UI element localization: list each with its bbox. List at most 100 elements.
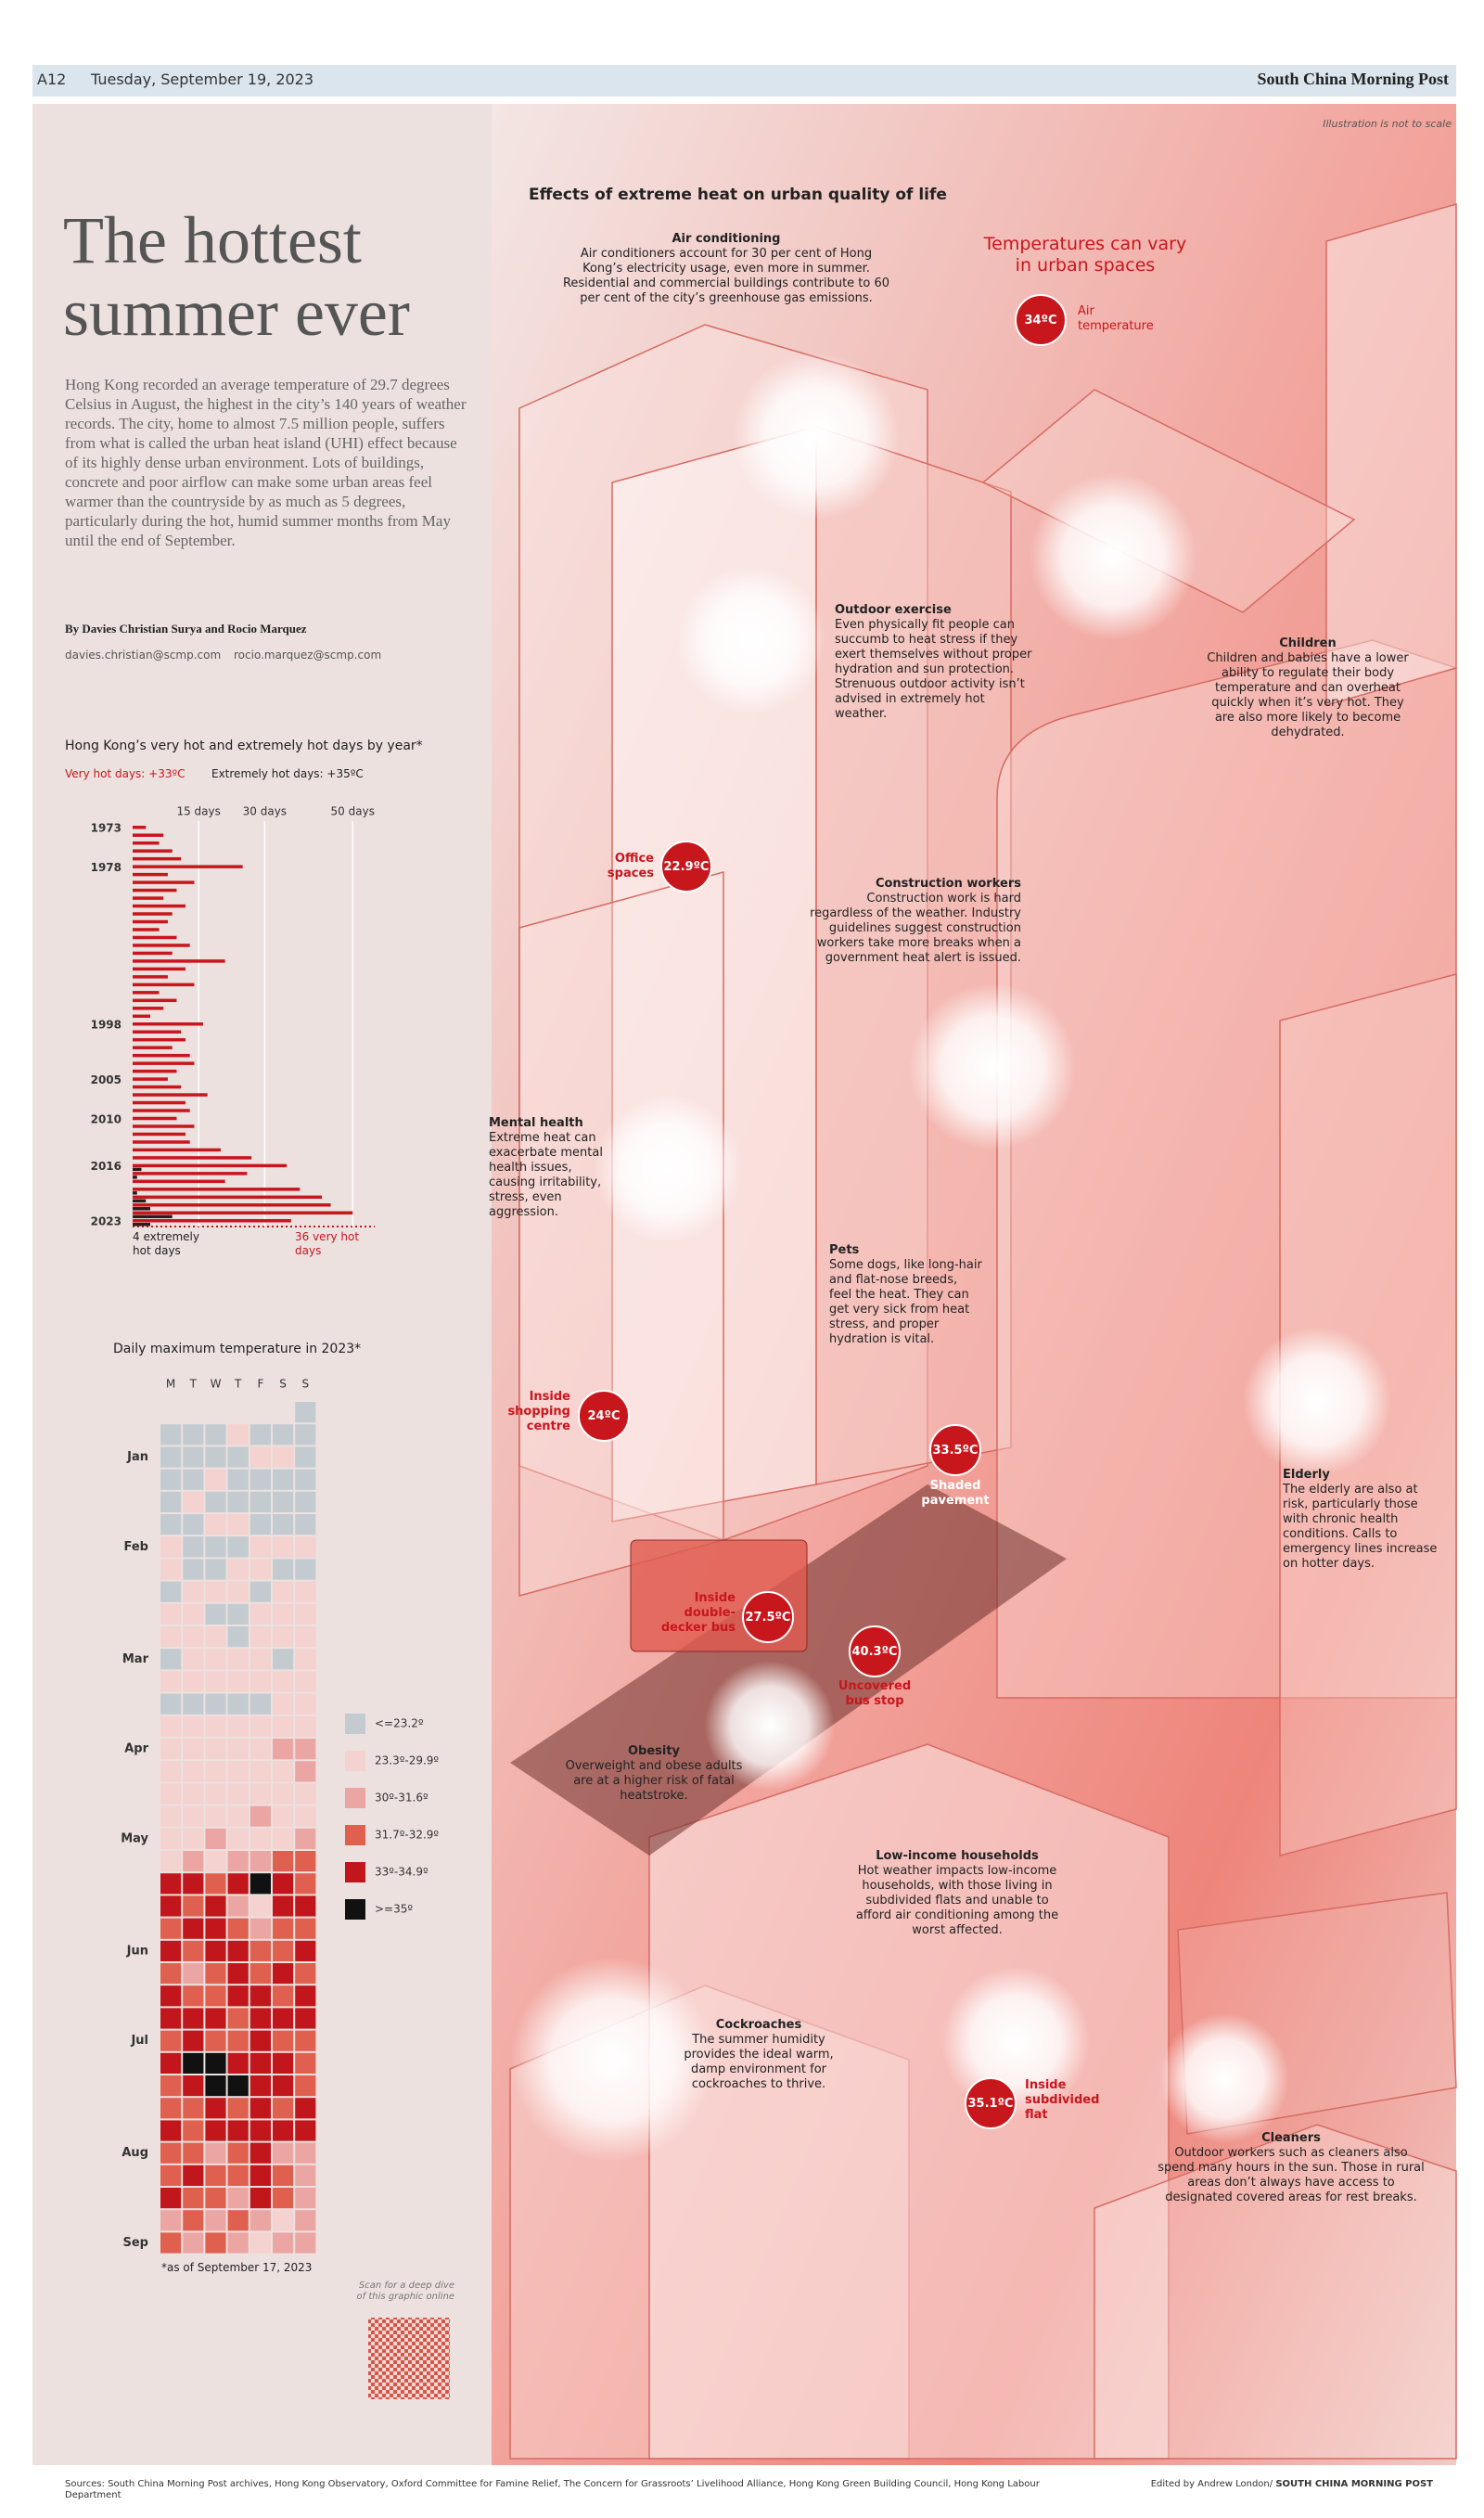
day-cell	[205, 1581, 226, 1602]
day-cell	[295, 1895, 316, 1917]
day-cell	[160, 1873, 182, 1895]
annotation: Mental health Extreme heat can exacerbate…	[489, 1116, 619, 1220]
day-cell	[295, 1402, 316, 1423]
day-cell	[227, 1603, 249, 1625]
day-cell	[295, 1424, 316, 1445]
day-cell	[295, 1671, 316, 1692]
day-cell	[183, 1895, 204, 1917]
legend-label: 33º-34.9º	[375, 1866, 429, 1879]
day-cell	[295, 2165, 316, 2186]
day-cell	[183, 2210, 204, 2231]
day-cell	[160, 1536, 182, 1558]
day-cell	[160, 1985, 182, 2007]
annotation-title: Outdoor exercise	[835, 603, 952, 617]
row-label: Apr	[124, 1742, 148, 1756]
day-cell	[227, 1626, 249, 1648]
day-cell	[227, 1739, 249, 1760]
day-cell	[273, 1424, 294, 1445]
day-cell	[249, 1514, 271, 1535]
day-cell	[295, 1491, 316, 1512]
glow	[594, 1095, 742, 1243]
day-cell	[160, 1828, 182, 1849]
day-cell	[295, 1761, 316, 1782]
bar	[133, 959, 225, 963]
legend-label: 31.7º-32.9º	[375, 1829, 439, 1842]
day-cell	[160, 1895, 182, 1917]
legend-entry: Extremely hot days: +35ºC	[211, 767, 364, 780]
bar	[133, 841, 160, 845]
bar	[133, 983, 195, 987]
bar	[133, 865, 243, 868]
day-cell	[205, 1514, 226, 1535]
day-cell	[295, 1715, 316, 1737]
day-cell	[295, 1918, 316, 1939]
day-cell	[205, 1985, 226, 2007]
day-cell	[273, 1649, 294, 1670]
day-cell	[295, 2075, 316, 2097]
day-cell	[227, 1828, 249, 1849]
day-cell	[273, 1805, 294, 1827]
legend-swatch	[345, 1788, 365, 1808]
day-cell	[227, 1514, 249, 1535]
qr-caption: Scan for a deep dive of this graphic onl…	[356, 2280, 454, 2302]
bar	[133, 1077, 168, 1081]
day-cell	[249, 1828, 271, 1849]
annotation-text: Overweight and obese adults are at a hig…	[565, 1759, 743, 1803]
annotation-title: Cockroaches	[715, 2018, 802, 2032]
day-cell	[205, 2142, 226, 2164]
day-cell	[227, 1940, 249, 1961]
day-cell	[273, 2030, 294, 2051]
bar	[133, 1140, 190, 1144]
day-cell	[205, 1671, 226, 1692]
column-label: S	[279, 1378, 287, 1391]
day-cell	[183, 1873, 204, 1895]
glow	[909, 983, 1076, 1150]
day-cell	[183, 1536, 204, 1558]
temperature-heading: Temperatures can vary in urban spaces	[983, 234, 1187, 276]
annotation-title: Air conditioning	[672, 232, 781, 246]
bar	[133, 928, 160, 931]
day-cell	[227, 1985, 249, 2007]
annotation: Elderly The elderly are also at risk, par…	[1283, 1468, 1445, 1572]
building	[1325, 203, 1457, 706]
day-cell	[227, 2120, 249, 2141]
bar	[133, 826, 147, 829]
callout-label: Air temperature	[1078, 304, 1154, 333]
annotation-text: Outdoor workers such as cleaners also sp…	[1158, 2146, 1425, 2204]
day-cell	[227, 1873, 249, 1895]
annotation-text: Extreme heat can exacerbate mental healt…	[489, 1131, 603, 1219]
day-cell	[205, 1963, 226, 1985]
bar	[133, 880, 195, 884]
illustration-title: Effects of extreme heat on urban quality…	[529, 186, 947, 204]
day-cell	[249, 1873, 271, 1895]
tower-side	[815, 425, 1012, 1485]
annotation-title: Children	[1279, 636, 1337, 650]
glow	[733, 353, 900, 520]
publisher: SOUTH CHINA MORNING POST	[1275, 2479, 1433, 2489]
bar	[133, 888, 177, 893]
day-cell	[183, 1828, 204, 1849]
day-cell	[183, 1805, 204, 1827]
day-cell	[183, 2030, 204, 2051]
bar	[133, 1203, 331, 1207]
legend-label: >=35º	[375, 1903, 413, 1916]
day-cell	[273, 2210, 294, 2231]
y-tick-label: 2010	[91, 1112, 122, 1125]
day-cell	[160, 1424, 182, 1445]
day-cell	[273, 1715, 294, 1737]
day-cell	[273, 2075, 294, 2097]
day-cell	[183, 1693, 204, 1715]
bar	[133, 967, 186, 971]
day-cell	[160, 1918, 182, 1939]
day-cell	[273, 1828, 294, 1849]
bar	[133, 1219, 291, 1223]
day-cell	[160, 1469, 182, 1490]
day-cell	[205, 2120, 226, 2141]
bar	[133, 944, 190, 947]
day-cell	[295, 1559, 316, 1580]
day-cell	[227, 2098, 249, 2119]
legend-label: <=23.2º	[375, 1717, 424, 1730]
day-cell	[295, 1851, 316, 1872]
glow	[677, 566, 825, 714]
day-cell	[273, 2165, 294, 2186]
